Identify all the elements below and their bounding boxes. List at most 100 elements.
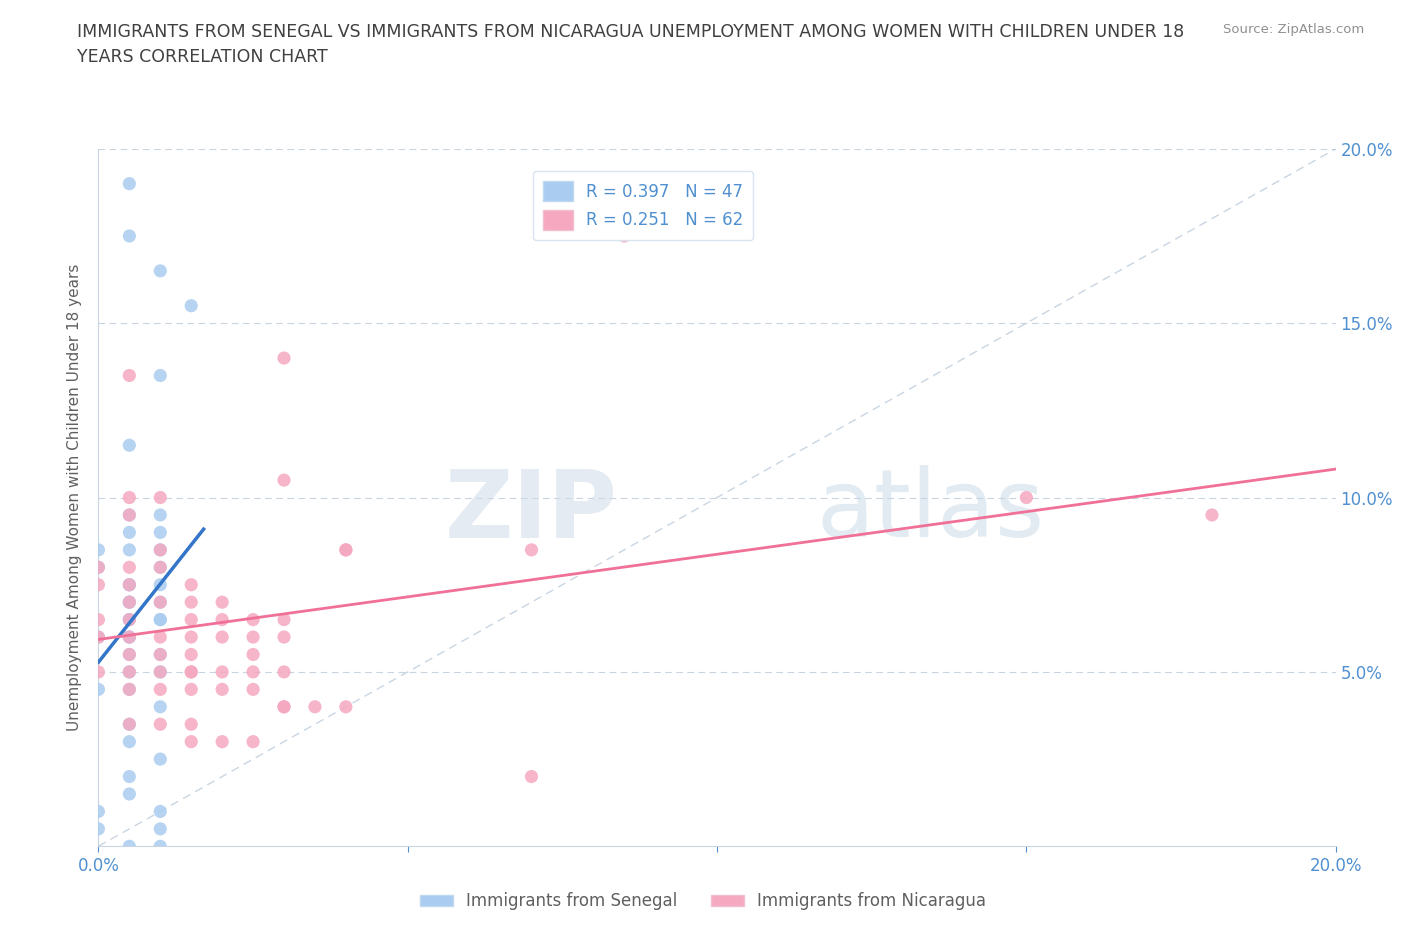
Point	[242, 612, 264, 627]
Point	[180, 735, 202, 750]
Point	[242, 630, 264, 644]
Point	[273, 665, 295, 680]
Point	[118, 612, 141, 627]
Point	[118, 665, 141, 680]
Point	[149, 699, 172, 714]
Point	[273, 699, 295, 714]
Point	[149, 751, 172, 766]
Point	[118, 578, 141, 592]
Point	[118, 560, 141, 575]
Point	[180, 682, 202, 697]
Point	[1201, 508, 1223, 523]
Point	[149, 612, 172, 627]
Point	[149, 717, 172, 732]
Point	[273, 630, 295, 644]
Point	[180, 717, 202, 732]
Point	[304, 699, 326, 714]
Point	[87, 682, 110, 697]
Point	[1015, 490, 1038, 505]
Point	[149, 595, 172, 610]
Point	[149, 560, 172, 575]
Point	[149, 665, 172, 680]
Point	[180, 595, 202, 610]
Point	[118, 229, 141, 244]
Point	[180, 665, 202, 680]
Legend: R = 0.397   N = 47, R = 0.251   N = 62: R = 0.397 N = 47, R = 0.251 N = 62	[533, 171, 754, 240]
Point	[118, 595, 141, 610]
Text: atlas: atlas	[815, 466, 1045, 557]
Point	[335, 542, 357, 557]
Point	[118, 682, 141, 697]
Point	[180, 630, 202, 644]
Point	[118, 578, 141, 592]
Point	[118, 508, 141, 523]
Point	[149, 490, 172, 505]
Point	[149, 682, 172, 697]
Point	[118, 612, 141, 627]
Point	[118, 438, 141, 453]
Text: IMMIGRANTS FROM SENEGAL VS IMMIGRANTS FROM NICARAGUA UNEMPLOYMENT AMONG WOMEN WI: IMMIGRANTS FROM SENEGAL VS IMMIGRANTS FR…	[77, 23, 1185, 66]
Point	[149, 560, 172, 575]
Point	[118, 525, 141, 539]
Point	[149, 263, 172, 278]
Point	[149, 804, 172, 819]
Point	[149, 612, 172, 627]
Point	[118, 717, 141, 732]
Point	[149, 368, 172, 383]
Point	[87, 560, 110, 575]
Point	[273, 699, 295, 714]
Point	[87, 542, 110, 557]
Legend: Immigrants from Senegal, Immigrants from Nicaragua: Immigrants from Senegal, Immigrants from…	[413, 885, 993, 917]
Point	[149, 839, 172, 854]
Point	[242, 665, 264, 680]
Point	[520, 542, 543, 557]
Y-axis label: Unemployment Among Women with Children Under 18 years: Unemployment Among Women with Children U…	[67, 264, 83, 731]
Point	[118, 508, 141, 523]
Point	[118, 665, 141, 680]
Point	[273, 612, 295, 627]
Point	[87, 821, 110, 836]
Point	[180, 612, 202, 627]
Point	[118, 630, 141, 644]
Point	[118, 769, 141, 784]
Point	[149, 525, 172, 539]
Point	[118, 578, 141, 592]
Point	[87, 612, 110, 627]
Point	[87, 578, 110, 592]
Point	[211, 595, 233, 610]
Point	[211, 630, 233, 644]
Point	[149, 647, 172, 662]
Point	[180, 665, 202, 680]
Point	[118, 647, 141, 662]
Point	[118, 177, 141, 192]
Point	[118, 612, 141, 627]
Point	[211, 682, 233, 697]
Point	[87, 630, 110, 644]
Point	[520, 769, 543, 784]
Point	[87, 804, 110, 819]
Point	[211, 735, 233, 750]
Point	[118, 595, 141, 610]
Point	[118, 595, 141, 610]
Point	[118, 647, 141, 662]
Point	[149, 508, 172, 523]
Point	[118, 717, 141, 732]
Point	[211, 665, 233, 680]
Point	[149, 630, 172, 644]
Point	[149, 595, 172, 610]
Point	[118, 787, 141, 802]
Point	[149, 578, 172, 592]
Point	[149, 665, 172, 680]
Text: ZIP: ZIP	[446, 466, 619, 557]
Point	[273, 351, 295, 365]
Point	[149, 542, 172, 557]
Point	[180, 647, 202, 662]
Point	[118, 735, 141, 750]
Point	[118, 630, 141, 644]
Point	[180, 578, 202, 592]
Point	[335, 699, 357, 714]
Text: Source: ZipAtlas.com: Source: ZipAtlas.com	[1223, 23, 1364, 36]
Point	[273, 472, 295, 487]
Point	[118, 630, 141, 644]
Point	[149, 647, 172, 662]
